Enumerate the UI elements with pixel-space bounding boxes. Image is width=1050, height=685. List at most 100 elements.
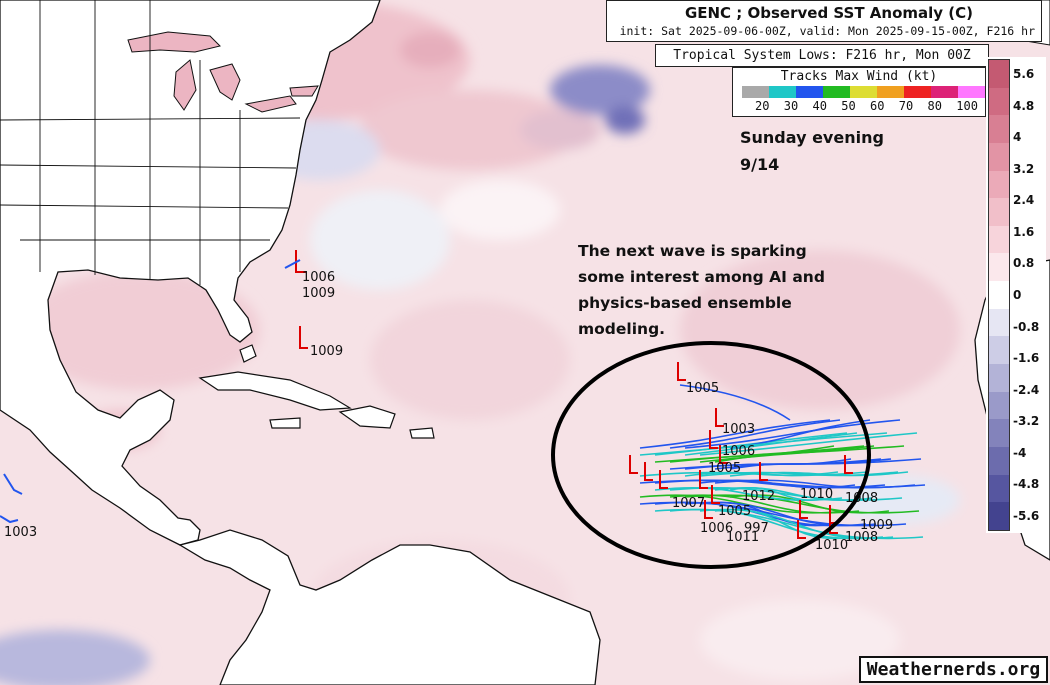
colorbar-segment <box>989 391 1009 420</box>
low-marker <box>844 455 853 474</box>
legend-tick: 20 <box>755 99 770 113</box>
tracks-legend-swatches <box>742 86 985 98</box>
legend-swatch <box>823 86 850 98</box>
low-marker <box>644 462 653 481</box>
legend-tick: 100 <box>956 99 978 113</box>
pressure-label: 1005 <box>708 461 741 476</box>
nw-lows <box>284 250 308 349</box>
low-marker <box>829 515 838 534</box>
pressure-label: 1009 <box>310 344 343 359</box>
tracks-legend: Tracks Max Wind (kt) 20 30 40 50 60 70 80 100 <box>732 67 986 117</box>
watermark: Weathernerds.org <box>859 656 1048 683</box>
ensemble-track <box>699 432 918 456</box>
low-marker <box>799 500 808 519</box>
ensemble-track <box>669 419 841 449</box>
pressure-label: 1003 <box>722 422 755 437</box>
lows-label: Tropical System Lows: F216 hr, Mon 00Z <box>673 48 971 63</box>
pressure-label: 1003 <box>4 525 37 540</box>
date-line-1: Sunday evening <box>740 128 884 147</box>
colorbar-label: 4 <box>1013 130 1022 145</box>
colorbar-segment <box>989 253 1009 282</box>
anomaly-patches <box>0 0 960 685</box>
ensemble-track <box>679 384 791 421</box>
colorbar-gradient <box>988 59 1010 531</box>
ensemble-track <box>639 419 831 449</box>
colorbar-segment <box>989 225 1009 254</box>
low-marker <box>797 520 806 539</box>
pressure-label: 1010 <box>800 487 833 502</box>
low-marker <box>629 455 638 474</box>
colorbar-segment <box>989 142 1009 171</box>
low-marker <box>677 362 686 381</box>
low-marker <box>659 470 668 489</box>
pressure-label: 1006 <box>722 444 755 459</box>
sst-colorbar: 5.6 4.8 4 3.2 2.4 1.6 0.8 0 -0.8 -1.6 -2.4 -3.2 -4 -4… <box>986 57 1046 533</box>
ensemble-track <box>684 419 901 449</box>
low-marker <box>699 470 708 489</box>
colorbar-label: -0.8 <box>1013 319 1040 334</box>
colorbar-label: 3.2 <box>1013 161 1035 176</box>
tracks-legend-ticks: 20 30 40 50 60 70 80 100 <box>755 99 985 113</box>
legend-tick: 50 <box>841 99 856 113</box>
pressure-label: 1007 <box>672 496 705 511</box>
pressure-label: 1010 <box>815 538 848 553</box>
date-line-2: 9/14 <box>740 155 780 174</box>
pressure-label: 1005 <box>718 504 751 519</box>
low-marker <box>759 462 768 481</box>
lows-label-box: Tropical System Lows: F216 hr, Mon 00Z <box>655 44 989 67</box>
tracks-legend-title: Tracks Max Wind (kt) <box>780 69 938 84</box>
legend-swatch <box>958 86 985 98</box>
ensemble-track <box>684 432 858 456</box>
colorbar-segment <box>989 170 1009 199</box>
colorbar-segment <box>989 419 1009 447</box>
colorbar-segment <box>989 198 1009 226</box>
ensemble-track <box>639 479 926 489</box>
colorbar-label: 5.6 <box>1013 67 1035 81</box>
caribbean-islands <box>198 344 435 439</box>
legend-tick: 70 <box>898 99 914 113</box>
wave-annotation: The next wave is sparking some interest … <box>578 242 825 338</box>
pacific-low <box>0 473 23 524</box>
colorbar-segment <box>989 474 1009 503</box>
ensemble-track <box>669 494 860 514</box>
colorbar-label: 1.6 <box>1013 224 1035 239</box>
ensemble-track <box>729 471 909 477</box>
colorbar-segment <box>989 364 1009 392</box>
date-annotation: Sunday evening 9/14 <box>740 124 884 178</box>
central-south-america-land <box>178 529 601 685</box>
map-title: GENC ; Observed SST Anomaly (C) <box>684 4 973 22</box>
colorbar-label: 4.8 <box>1013 98 1035 113</box>
colorbar-label: 0.8 <box>1013 256 1035 271</box>
colorbar-segment <box>989 336 1009 365</box>
colorbar-segment <box>989 60 1009 88</box>
colorbar-label: -5.6 <box>1013 509 1040 523</box>
low-marker <box>719 445 728 464</box>
legend-tick: 60 <box>870 99 885 113</box>
legend-tick: 40 <box>812 99 827 113</box>
colorbar-segment <box>989 281 1009 309</box>
ensemble-track <box>699 445 875 463</box>
pressure-label: 1006 <box>302 270 335 285</box>
colorbar-label: 2.4 <box>1013 193 1035 208</box>
pressure-label: 997 <box>744 521 769 536</box>
ensemble-track <box>639 432 888 456</box>
pressure-label: 1012 <box>742 489 775 504</box>
run-info: init: Sat 2025-09-06-00Z, valid: Mon 202… <box>619 24 1035 38</box>
title-box: GENC ; Observed SST Anomaly (C) init: Sa… <box>606 0 1042 42</box>
legend-swatch <box>850 86 877 98</box>
pressure-label: 1011 <box>726 530 759 545</box>
ensemble-track <box>684 494 920 514</box>
legend-tick: 80 <box>927 99 942 113</box>
ensemble-track <box>714 487 873 501</box>
ensemble-track <box>654 487 843 501</box>
low-marker <box>704 500 713 519</box>
legend-swatch <box>904 86 931 98</box>
colorbar-label: -4.8 <box>1013 477 1040 492</box>
legend-tick: 30 <box>783 99 799 113</box>
pressure-label: 1005 <box>686 381 719 396</box>
low-marker <box>711 485 720 504</box>
colorbar-label: 0 <box>1013 288 1022 302</box>
colorbar-label: -1.6 <box>1013 351 1040 366</box>
colorbar-segment <box>989 87 1009 116</box>
